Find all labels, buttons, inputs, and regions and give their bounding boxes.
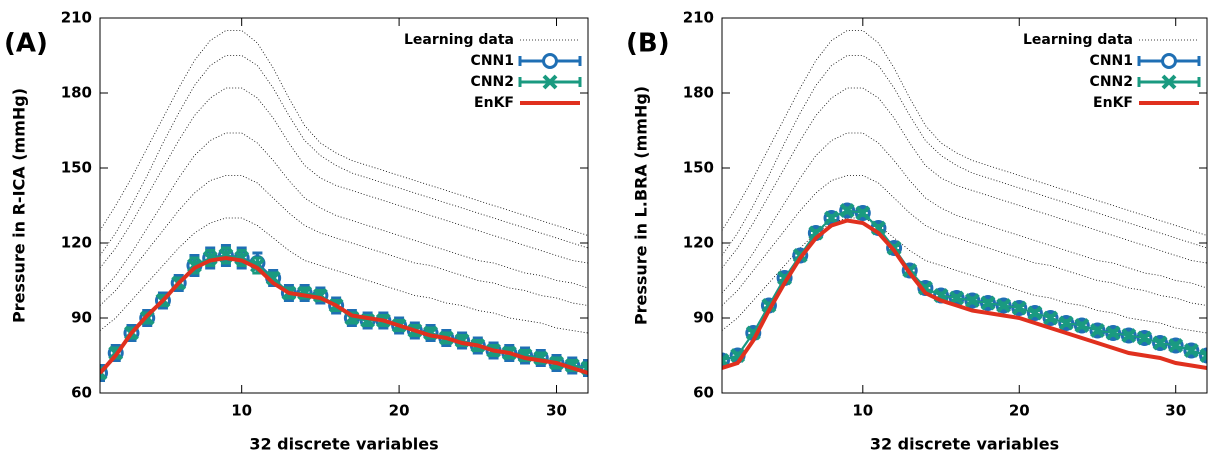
y-tick-label: 60 [71, 384, 92, 402]
x-tick-label: 30 [546, 402, 567, 420]
y-tick-label: 90 [693, 309, 714, 327]
legend-label: CNN1 [471, 53, 514, 69]
y-tick-label: 150 [683, 159, 714, 177]
learning-line [100, 218, 588, 333]
learning-line [722, 88, 1207, 268]
y-tick-label: 180 [61, 84, 92, 102]
learning-line [722, 31, 1207, 236]
panel-label: (B) [626, 29, 670, 59]
y-tick-label: 180 [683, 84, 714, 102]
y-tick-label: 150 [61, 159, 92, 177]
y-tick-label: 120 [683, 234, 714, 252]
learning-line [722, 56, 1207, 256]
x-axis-label: 32 discrete variables [870, 435, 1059, 454]
x-tick-label: 30 [1165, 402, 1186, 420]
learning-line [722, 218, 1207, 333]
plot-area [716, 31, 1209, 369]
panel-label: (A) [4, 29, 48, 59]
y-tick-label: 210 [683, 9, 714, 27]
marker [1201, 350, 1209, 362]
legend-swatch [544, 55, 557, 68]
panel: (A) Pressure in R-ICA (mmHg) 32 discrete v… [4, 9, 595, 454]
panel: (B) Pressure in L.BRA (mmHg) 32 discrete v… [626, 9, 1209, 454]
x-tick-label: 10 [852, 402, 873, 420]
learning-line [100, 88, 588, 268]
legend-label: EnKF [1093, 95, 1133, 111]
x-tick-label: 10 [231, 402, 252, 420]
legend-label: EnKF [474, 95, 514, 111]
legend-label: Learning data [1023, 32, 1133, 48]
y-axis-label: Pressure in L.BRA (mmHg) [632, 86, 651, 325]
legend-label: CNN1 [1090, 53, 1133, 69]
x-tick-label: 20 [1009, 402, 1030, 420]
series-line [100, 258, 588, 373]
legend-label: CNN2 [1090, 74, 1133, 90]
y-axis-label: Pressure in R-ICA (mmHg) [10, 88, 29, 323]
y-tick-label: 120 [61, 234, 92, 252]
legend-swatch [1163, 55, 1176, 68]
learning-line [100, 31, 588, 236]
y-tick-label: 90 [71, 309, 92, 327]
frame [100, 18, 588, 393]
x-axis-label: 32 discrete variables [249, 435, 438, 454]
x-tick-label: 20 [389, 402, 410, 420]
y-tick-label: 60 [693, 384, 714, 402]
y-tick-label: 210 [61, 9, 92, 27]
legend-label: Learning data [404, 32, 514, 48]
learning-line [100, 56, 588, 256]
learning-line [722, 176, 1207, 306]
legend-label: CNN2 [471, 74, 514, 90]
